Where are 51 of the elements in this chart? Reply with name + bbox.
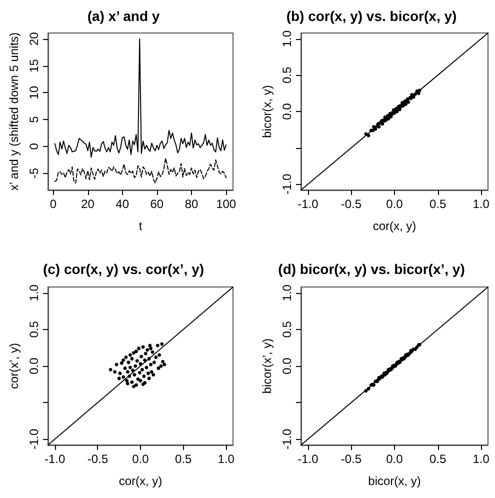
y-tick-label: 1.0	[280, 284, 294, 302]
y-tick-label: 10	[27, 86, 41, 100]
y-tick-label: 0	[27, 142, 41, 150]
x-tick-label: 80	[184, 197, 198, 211]
y-axis-title: cor(x’, y)	[7, 343, 21, 389]
x-tick-label: 1.0	[472, 452, 490, 466]
x-axis-title: bicor(x, y)	[368, 474, 421, 488]
y-tick-label: -1.0	[280, 428, 294, 450]
y-tick-label: 0.0	[27, 357, 41, 374]
x-tick-label: 100	[216, 197, 236, 211]
x-tick-label: -1.0	[44, 452, 66, 466]
y-tick-label: 0.0	[280, 102, 294, 120]
x-tick-label: 40	[116, 197, 130, 211]
x-tick-label: 1.0	[472, 197, 490, 211]
chart-title: (c) cor(x, y) vs. cor(x’, y)	[42, 261, 204, 277]
y-tick-label: -1.0	[280, 174, 294, 195]
x-tick-label: 0.5	[174, 452, 192, 466]
y-tick-label: 1.0	[27, 284, 41, 302]
y-tick-label: -1.0	[27, 428, 41, 450]
y-tick-label: 0.5	[280, 66, 294, 84]
x-tick-label: -1.0	[298, 197, 319, 211]
x-tick-label: 0.0	[386, 197, 404, 211]
x-axis-title: cor(x, y)	[372, 219, 416, 233]
x-tick-label: 0	[50, 197, 57, 211]
x-tick-label: 0.5	[429, 197, 446, 211]
x-tick-label: -0.5	[340, 452, 362, 466]
x-tick-label: 0.0	[132, 452, 150, 466]
y-axis-title: x’ and y (shifted down 5 units)	[7, 32, 21, 191]
y-axis-title: bicor(x, y)	[260, 85, 274, 138]
y-tick-label: 0.5	[27, 320, 41, 338]
x-tick-label: 60	[150, 197, 164, 211]
y-tick-label: 1.0	[280, 30, 294, 48]
x-tick-label: -0.5	[87, 452, 108, 466]
x-axis-title: t	[138, 219, 143, 233]
y-tick-label: 15	[27, 58, 41, 72]
x-tick-label: -0.5	[340, 197, 362, 211]
y-tick-label: -5	[27, 168, 41, 179]
x-tick-label: 0.5	[429, 452, 446, 466]
y-tick-label: 5	[27, 116, 41, 123]
y-tick-label: 0.0	[280, 357, 294, 374]
chart-title: (b) cor(x, y) vs. bicor(x, y)	[286, 8, 457, 24]
x-tick-label: -1.0	[298, 452, 319, 466]
x-tick-label: 0.0	[386, 452, 404, 466]
y-tick-label: 20	[27, 32, 41, 46]
chart-title: (d) bicor(x, y) vs. bicor(x’, y)	[278, 261, 465, 277]
y-axis-title: bicor(x’, y)	[260, 338, 274, 394]
x-tick-label: 1.0	[218, 452, 235, 466]
y-tick-label: 0.5	[280, 320, 294, 338]
chart-title: (a) x’ and y	[87, 8, 160, 24]
x-tick-label: 20	[81, 197, 95, 211]
x-axis-title: cor(x, y)	[118, 474, 162, 488]
